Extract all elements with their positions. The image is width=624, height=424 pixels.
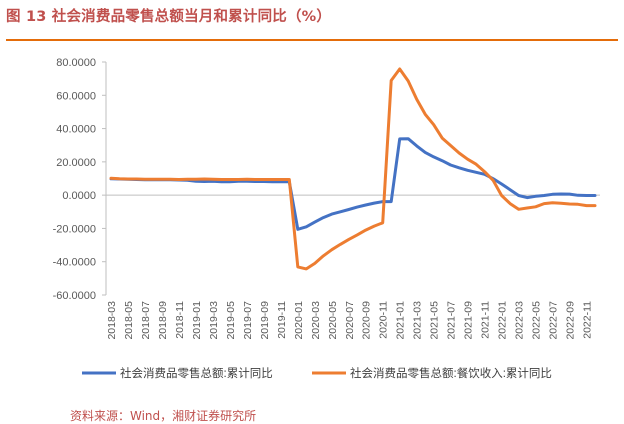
x-tick-label: 2021-05: [429, 301, 441, 340]
y-tick-label: -20.0000: [53, 223, 96, 235]
series-line-catering: [109, 67, 597, 271]
x-tick-label: 2022-03: [514, 301, 526, 340]
y-tick-label: 40.0000: [56, 124, 96, 136]
y-tick-label: 0.0000: [62, 190, 96, 202]
series-line-total-retail: [109, 137, 597, 231]
y-tick-label: 20.0000: [56, 157, 96, 169]
x-tick-label: 2022-09: [565, 301, 577, 340]
line-chart: 80.0000 60.0000 40.0000 20.0000 0.0000 -20.00…: [53, 57, 600, 380]
x-tick-label: 2018-11: [174, 301, 186, 339]
x-tick-label: 2019-05: [225, 301, 237, 340]
x-tick-label: 2020-07: [344, 301, 356, 340]
x-tick-label: 2021-09: [463, 301, 475, 340]
x-tick-label: 2021-03: [412, 301, 424, 340]
x-tick-label: 2020-05: [327, 301, 339, 340]
x-tick-label: 2020-09: [361, 301, 373, 340]
source-note: 资料来源：Wind，湘财证券研究所: [70, 409, 257, 423]
chart-title: 图 13 社会消费品零售总额当月和累计同比（%）: [6, 9, 332, 25]
legend-label-catering: 社会消费品零售总额:餐饮收入:累计同比: [350, 366, 552, 380]
x-tick-label: 2018-03: [106, 301, 118, 340]
title-divider: [6, 39, 618, 41]
x-tick-label: 2018-05: [123, 301, 135, 340]
y-tick-label: 60.0000: [56, 90, 96, 102]
y-tick-label: -60.0000: [53, 290, 96, 302]
x-tick-label: 2018-09: [157, 301, 169, 340]
x-tick-label: 2021-11: [480, 301, 492, 339]
x-tick-label: 2018-07: [140, 301, 152, 340]
x-tick-label: 2019-01: [191, 301, 203, 340]
x-tick-label: 2021-01: [395, 301, 407, 340]
legend-label-total-retail: 社会消费品零售总额:累计同比: [120, 366, 273, 380]
x-tick-label: 2022-11: [582, 301, 594, 339]
x-tick-label: 2022-01: [497, 301, 509, 340]
x-tick-label: 2019-11: [276, 301, 288, 339]
x-tick-label: 2021-07: [446, 301, 458, 340]
x-tick-label: 2020-11: [378, 301, 390, 339]
x-tick-label: 2020-03: [310, 301, 322, 340]
x-tick-label: 2019-07: [242, 301, 254, 340]
x-tick-label: 2022-05: [531, 301, 543, 340]
x-tick-label: 2019-03: [208, 301, 220, 340]
x-tick-label: 2019-09: [259, 301, 271, 340]
x-tick-label: 2022-07: [548, 301, 560, 340]
y-tick-label: 80.0000: [56, 57, 96, 69]
y-tick-label: -40.0000: [53, 257, 96, 269]
x-tick-label: 2020-01: [293, 301, 305, 340]
